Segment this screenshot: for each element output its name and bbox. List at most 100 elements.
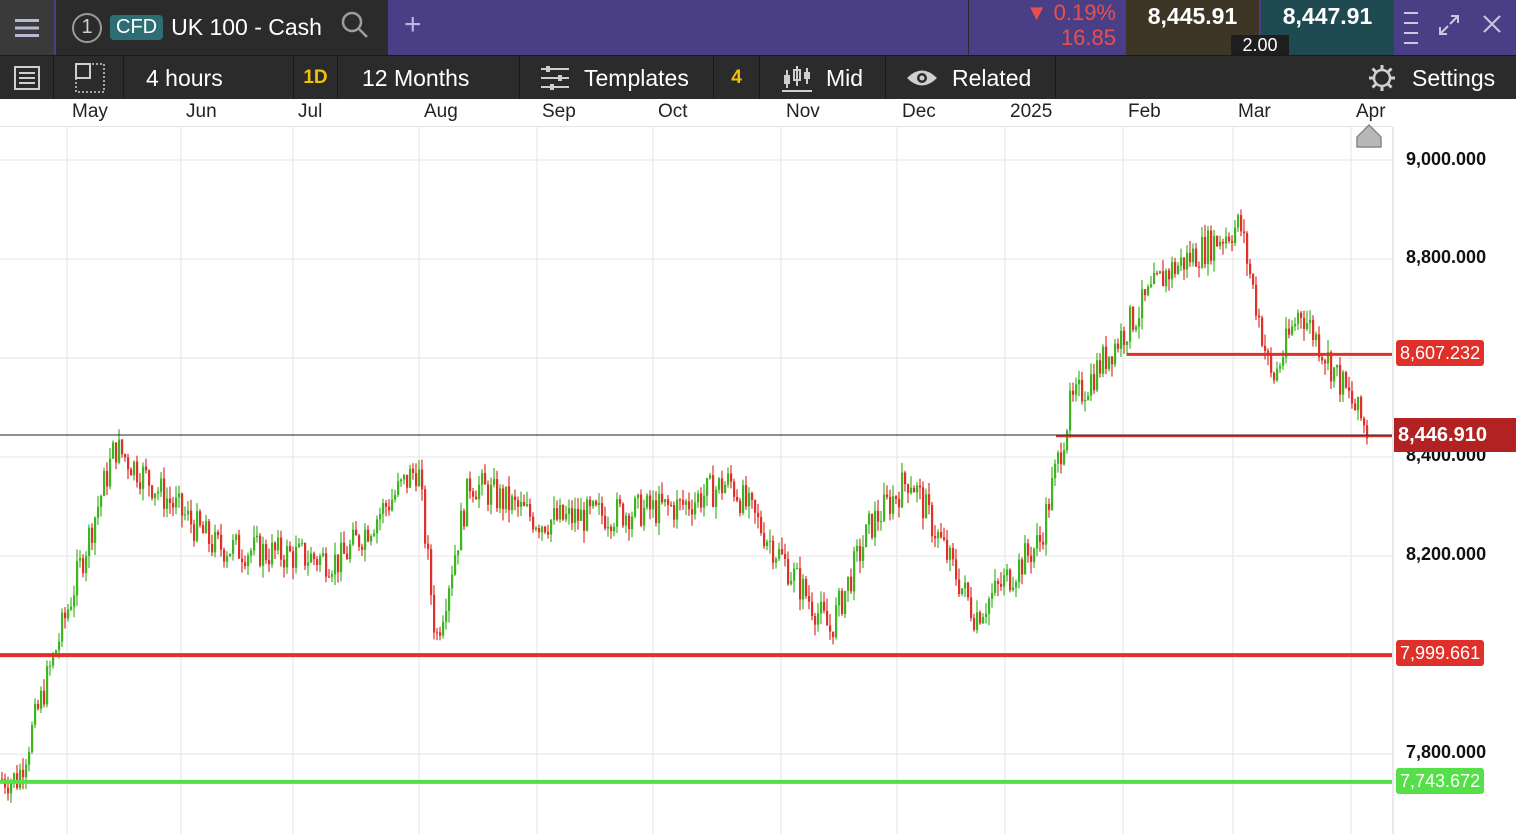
candle-body	[874, 510, 877, 538]
candle-body	[319, 556, 322, 565]
range-selector[interactable]: 12 Months	[338, 56, 520, 100]
line-tag-low[interactable]: 7,743.672	[1396, 768, 1485, 794]
candle-body	[934, 536, 937, 539]
list-icon	[13, 66, 40, 90]
price-chart[interactable]: 9,000.000 8,800.000 8,400.000 8,200.000 …	[0, 123, 1516, 834]
candle-body	[55, 650, 58, 654]
candle-body	[1153, 273, 1156, 285]
candle-body	[601, 503, 604, 516]
candle-body	[913, 487, 916, 493]
candle-body	[1072, 390, 1075, 395]
candle-body	[121, 439, 124, 455]
candle-body	[748, 493, 751, 507]
candle-body	[1204, 236, 1207, 265]
candle-body	[493, 479, 496, 485]
candle-body	[1003, 575, 1006, 587]
candle-body	[571, 508, 574, 523]
chart-grid	[0, 127, 1394, 834]
candle-body	[256, 535, 259, 538]
candle-body	[1141, 289, 1144, 319]
candlestick-icon	[782, 66, 812, 92]
candle-body	[1063, 450, 1066, 465]
chart-list-button[interactable]	[0, 56, 54, 100]
instrument-tab[interactable]: 1 CFD UK 100 - Cash	[56, 0, 388, 55]
candle-body	[649, 495, 652, 510]
candle-body	[349, 544, 352, 560]
candle-body	[1342, 372, 1345, 395]
candle-body	[982, 617, 985, 624]
candle-body	[217, 531, 220, 536]
scroll-to-latest-icon[interactable]	[1354, 123, 1384, 151]
candle-body	[1288, 328, 1291, 335]
line-tag-upper[interactable]: 8,607.232	[1396, 340, 1485, 366]
add-tab-button[interactable]: +	[404, 8, 422, 41]
candle-body	[679, 499, 682, 501]
candle-body	[820, 601, 823, 614]
candle-body	[946, 539, 949, 560]
line-tag-support[interactable]: 7,999.661	[1396, 640, 1485, 666]
candle-body	[463, 510, 466, 527]
expand-icon[interactable]	[1438, 14, 1460, 36]
candle-body	[154, 493, 157, 499]
candle-body	[823, 601, 826, 611]
candle-body	[1126, 341, 1129, 345]
candle-body	[1360, 396, 1363, 419]
price-change: ▼ 0.19% 16.85	[968, 0, 1124, 55]
candle-body	[1186, 252, 1189, 270]
candle-body	[793, 568, 796, 581]
settings-label: Settings	[1412, 64, 1496, 91]
candle-body	[979, 612, 982, 624]
candle-body	[439, 632, 442, 636]
candle-body	[1198, 266, 1201, 268]
candle-body	[1366, 425, 1369, 439]
candle-body	[1102, 346, 1105, 374]
x-tick-label: Oct	[658, 101, 688, 122]
candle-body	[817, 613, 820, 625]
candle-body	[718, 478, 721, 490]
candle-body	[799, 568, 802, 600]
candle-body	[304, 542, 307, 566]
period-badge[interactable]: 1D	[294, 56, 338, 100]
candle-body	[751, 493, 754, 501]
candle-body	[403, 474, 406, 480]
candle-body	[1168, 270, 1171, 280]
candle-body	[1282, 357, 1285, 366]
candle-body	[634, 498, 637, 517]
candle-body	[1144, 289, 1147, 296]
price-mode-button[interactable]: Mid	[760, 56, 886, 100]
candle-body	[604, 515, 607, 529]
candle-body	[1222, 241, 1225, 244]
candle-body	[1363, 418, 1366, 426]
search-icon[interactable]	[340, 10, 370, 40]
candle-body	[1318, 334, 1321, 358]
layout-button[interactable]	[56, 56, 124, 100]
sell-price-button[interactable]: 8,445.91	[1126, 0, 1259, 55]
candle-body	[1201, 236, 1204, 268]
candle-body	[1264, 345, 1267, 351]
menu-button[interactable]	[0, 0, 54, 55]
settings-button[interactable]: Settings	[1366, 56, 1516, 100]
templates-count[interactable]: 4	[714, 56, 760, 100]
candle-body	[202, 525, 205, 534]
candle-body	[244, 562, 247, 566]
layout-icon	[74, 63, 105, 93]
templates-button[interactable]: Templates	[520, 56, 714, 100]
candle-body	[1147, 286, 1150, 296]
candle-body	[1048, 504, 1051, 510]
candle-body	[706, 478, 709, 496]
interval-selector[interactable]: 4 hours	[124, 56, 294, 100]
candle-body	[943, 537, 946, 540]
candle-body	[664, 499, 667, 503]
candlestick-chart[interactable]	[0, 127, 1516, 834]
candle-body	[181, 493, 184, 516]
close-icon[interactable]	[1482, 14, 1502, 34]
candle-body	[1108, 356, 1111, 369]
drag-handle-icon[interactable]	[1404, 10, 1418, 46]
candle-body	[1321, 357, 1324, 361]
candle-body	[175, 497, 178, 508]
related-button[interactable]: Related	[886, 56, 1056, 100]
candle-body	[433, 594, 436, 633]
candle-body	[937, 532, 940, 539]
candle-body	[721, 478, 724, 493]
candle-body	[1120, 330, 1123, 349]
